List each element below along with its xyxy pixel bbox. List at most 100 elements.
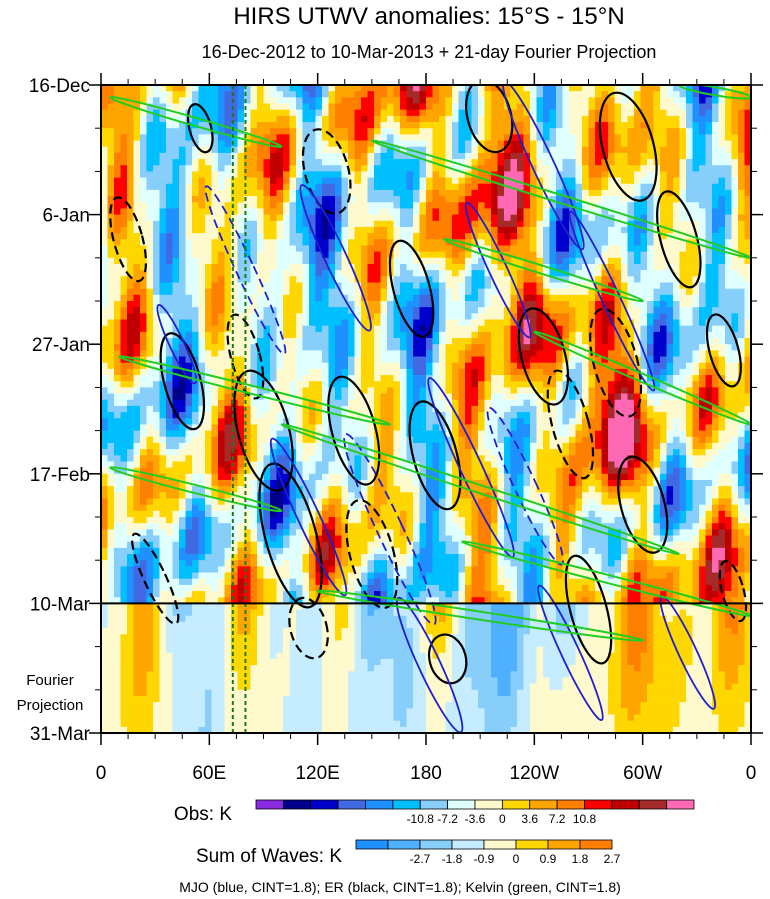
heatmap-cell <box>348 344 355 351</box>
heatmap-cell <box>562 122 570 129</box>
heatmap-cell <box>712 257 719 265</box>
heatmap-cell <box>679 325 687 333</box>
heatmap-cell <box>244 350 251 357</box>
heatmap-cell <box>666 356 674 364</box>
heatmap-cell <box>179 301 186 308</box>
heatmap-cell <box>608 270 615 277</box>
heatmap-cell <box>107 257 115 265</box>
heatmap-cell <box>413 276 420 283</box>
heatmap-cell <box>666 294 674 302</box>
heatmap-cell <box>393 307 401 314</box>
heatmap-cell <box>595 214 602 222</box>
heatmap-cell <box>283 288 290 296</box>
heatmap-cell <box>348 208 355 215</box>
heatmap-cell <box>426 331 433 339</box>
heatmap-cell <box>224 270 232 277</box>
heatmap-cell <box>289 338 297 345</box>
heatmap-cell <box>146 350 154 357</box>
heatmap-cell <box>211 362 219 370</box>
heatmap-cell <box>556 263 563 271</box>
heatmap-cell <box>289 294 297 302</box>
heatmap-cell <box>218 140 225 148</box>
heatmap-cell <box>601 368 609 376</box>
heatmap-cell <box>543 214 550 222</box>
heatmap-cell <box>211 97 219 104</box>
heatmap-cell <box>335 233 342 240</box>
heatmap-cell <box>140 368 147 376</box>
heatmap-cell <box>588 183 596 191</box>
heatmap-cell <box>309 276 316 283</box>
heatmap-cell <box>218 208 225 215</box>
heatmap-cell <box>686 189 693 197</box>
heatmap-cell <box>257 239 264 246</box>
heatmap-cell <box>400 257 407 265</box>
heatmap-cell <box>367 91 375 98</box>
heatmap-cell <box>276 276 284 283</box>
heatmap-cell <box>575 152 583 160</box>
heatmap-cell <box>341 325 349 333</box>
heatmap-cell <box>133 115 141 123</box>
heatmap-cell <box>575 208 583 215</box>
heatmap-cell <box>133 91 141 98</box>
heatmap-cell <box>744 375 751 382</box>
heatmap-cell <box>601 344 609 351</box>
heatmap-cell <box>712 307 719 314</box>
heatmap-cell <box>101 263 108 271</box>
heatmap-cell <box>582 288 589 296</box>
heatmap-cell <box>504 307 511 314</box>
heatmap-cell <box>133 183 141 191</box>
heatmap-cell <box>419 196 427 203</box>
heatmap-cell <box>471 202 479 209</box>
heatmap-cell <box>153 189 160 197</box>
heatmap-cell <box>159 208 167 215</box>
heatmap-cell <box>406 362 414 370</box>
heatmap-cell <box>185 251 193 259</box>
heatmap-cell <box>276 220 284 228</box>
heatmap-cell <box>575 189 583 197</box>
heatmap-cell <box>439 319 446 327</box>
heatmap-cell <box>231 103 238 111</box>
heatmap-cell <box>192 288 199 296</box>
heatmap-cell <box>276 159 284 166</box>
heatmap-cell <box>536 171 544 178</box>
heatmap-cell <box>458 325 466 333</box>
heatmap-cell <box>562 239 570 246</box>
heatmap-cell <box>679 319 687 327</box>
heatmap-cell <box>140 140 147 148</box>
heatmap-cell <box>562 214 570 222</box>
heatmap-cell <box>497 350 505 357</box>
heatmap-cell <box>354 109 362 117</box>
heatmap-cell <box>647 325 654 333</box>
heatmap-cell <box>569 368 576 376</box>
heatmap-cell <box>471 307 479 314</box>
heatmap-cell <box>205 196 212 203</box>
heatmap-cell <box>686 220 693 228</box>
heatmap-cell <box>452 103 459 111</box>
heatmap-cell <box>491 276 498 283</box>
heatmap-cell <box>640 368 648 376</box>
heatmap-cell <box>621 276 628 283</box>
heatmap-cell <box>692 381 700 388</box>
heatmap-cell <box>133 381 141 388</box>
heatmap-cell <box>224 159 232 166</box>
heatmap-cell <box>627 331 635 339</box>
heatmap-cell <box>120 226 128 234</box>
heatmap-cell <box>133 276 141 283</box>
heatmap-cell <box>536 233 544 240</box>
heatmap-cell <box>127 307 134 314</box>
heatmap-cell <box>289 350 297 357</box>
heatmap-cell <box>653 368 661 376</box>
heatmap-cell <box>445 196 453 203</box>
heatmap-cell <box>692 220 700 228</box>
heatmap-cell <box>699 208 706 215</box>
heatmap-cell <box>120 202 128 209</box>
heatmap-cell <box>107 91 115 98</box>
heatmap-cell <box>660 85 667 92</box>
heatmap-cell <box>257 103 264 111</box>
heatmap-cell <box>224 152 232 160</box>
heatmap-cell <box>328 91 336 98</box>
heatmap-cell <box>140 183 147 191</box>
heatmap-cell <box>699 159 706 166</box>
heatmap-cell <box>133 165 141 172</box>
heatmap-cell <box>263 239 271 246</box>
